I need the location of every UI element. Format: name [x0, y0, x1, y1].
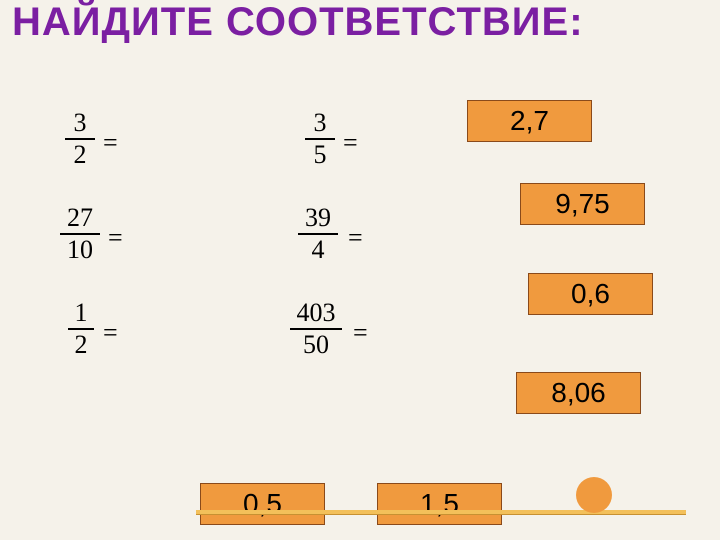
fraction-0: 32 [65, 108, 95, 170]
fraction-numerator: 403 [290, 298, 342, 328]
fraction-denominator: 10 [60, 235, 100, 265]
answer-box-0-5[interactable]: 0,5 [200, 483, 325, 525]
fraction-denominator: 2 [65, 140, 95, 170]
equals-sign: = [108, 223, 123, 253]
equals-sign: = [353, 318, 368, 348]
fraction-denominator: 4 [298, 235, 338, 265]
fraction-3: 394 [298, 203, 338, 265]
decorative-dot [576, 477, 612, 513]
fraction-5: 40350 [290, 298, 342, 360]
fraction-numerator: 3 [305, 108, 335, 138]
fraction-2: 2710 [60, 203, 100, 265]
fraction-numerator: 39 [298, 203, 338, 233]
equals-sign: = [103, 318, 118, 348]
fraction-numerator: 1 [68, 298, 94, 328]
page-title: НАЙДИТЕ СООТВЕТСТВИЕ: [12, 0, 584, 44]
answer-box-1-5[interactable]: 1,5 [377, 483, 502, 525]
equals-sign: = [103, 128, 118, 158]
answer-box-9-75[interactable]: 9,75 [520, 183, 645, 225]
fraction-denominator: 2 [68, 330, 94, 360]
answer-box-8-06[interactable]: 8,06 [516, 372, 641, 414]
fraction-4: 12 [68, 298, 94, 360]
equals-sign: = [343, 128, 358, 158]
fraction-denominator: 50 [290, 330, 342, 360]
fraction-numerator: 27 [60, 203, 100, 233]
fraction-1: 35 [305, 108, 335, 170]
fraction-numerator: 3 [65, 108, 95, 138]
decorative-underline [196, 510, 686, 515]
equals-sign: = [348, 223, 363, 253]
answer-box-0-6[interactable]: 0,6 [528, 273, 653, 315]
fraction-denominator: 5 [305, 140, 335, 170]
answer-box-2-7[interactable]: 2,7 [467, 100, 592, 142]
